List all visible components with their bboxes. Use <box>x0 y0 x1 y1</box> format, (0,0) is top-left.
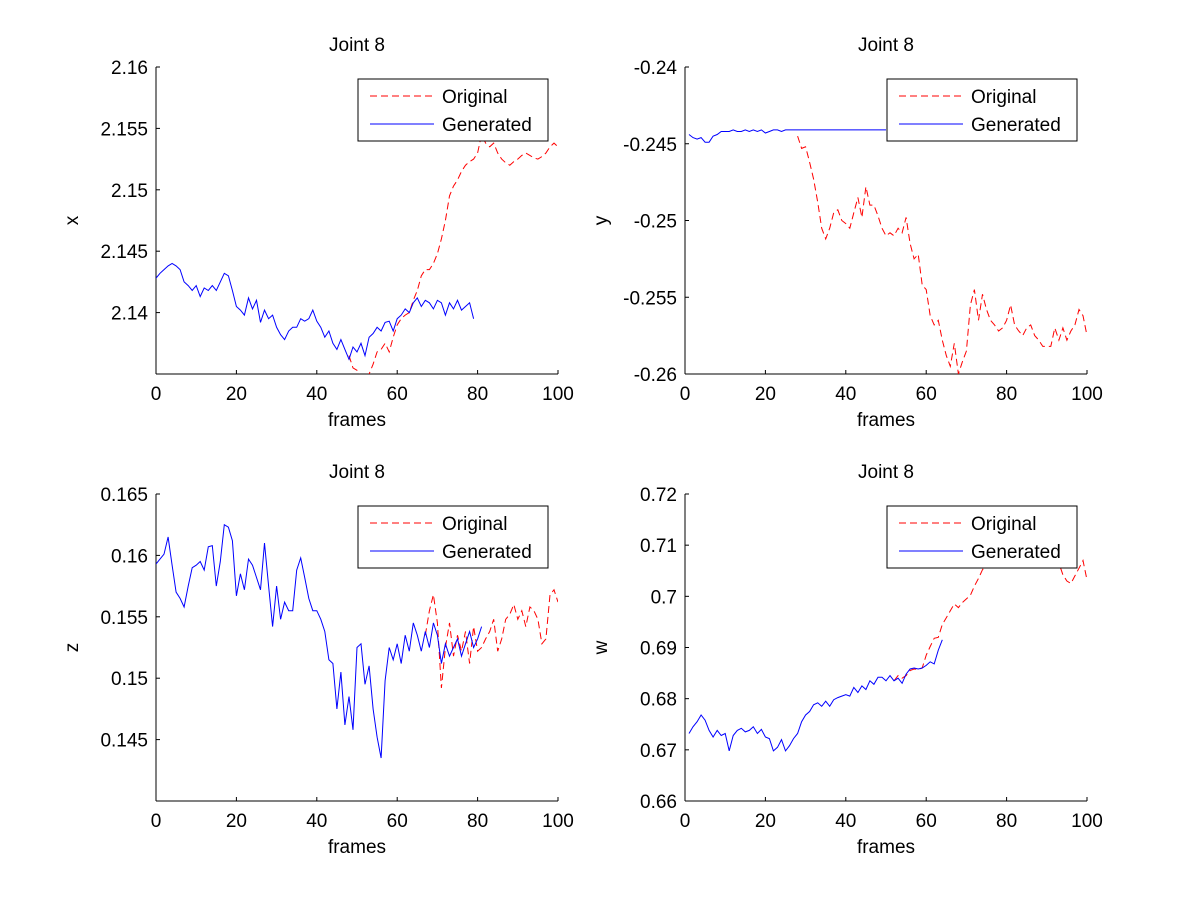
legend-label-generated: Generated <box>442 542 532 563</box>
y-tick-label: 0.67 <box>640 741 677 762</box>
x-axis-label: frames <box>857 837 915 858</box>
y-tick-label: -0.25 <box>634 212 677 233</box>
y-tick-label: 0.145 <box>100 731 148 752</box>
series-line-original <box>348 132 558 374</box>
series-line-generated <box>156 523 483 759</box>
x-tick-label: 80 <box>467 384 488 405</box>
y-tick-label: 0.71 <box>640 536 677 557</box>
x-tick-label: 0 <box>680 811 691 832</box>
y-tick-label: 2.15 <box>111 181 148 202</box>
y-tick-label: 0.165 <box>100 485 148 506</box>
y-tick-label: 2.16 <box>111 58 148 79</box>
x-tick-label: 100 <box>1071 384 1103 405</box>
x-tick-label: 80 <box>996 811 1017 832</box>
y-tick-label: -0.26 <box>634 365 677 386</box>
x-tick-label: 0 <box>680 384 691 405</box>
x-tick-label: 20 <box>226 811 247 832</box>
series-line-original <box>797 135 1087 374</box>
x-tick-label: 60 <box>916 811 937 832</box>
x-tick-label: 60 <box>387 384 408 405</box>
series-line-generated <box>156 262 475 361</box>
legend-label-generated: Generated <box>442 115 532 136</box>
legend-box <box>357 505 549 569</box>
legend-label-generated: Generated <box>971 542 1061 563</box>
x-tick-label: 60 <box>916 384 937 405</box>
chart-panel-4: 0 20 40 60 80 100 0.66 0.67 0.68 0.69 0.7 0.71 0.72 J… <box>591 462 1103 858</box>
y-tick-label: 0.68 <box>640 690 677 711</box>
chart-panel-2: 0 20 40 60 80 100 -0.26 -0.255 -0.25 -0.245 -0.24 J… <box>591 35 1103 431</box>
x-tick-label: 100 <box>542 384 574 405</box>
y-tick-label: 0.15 <box>111 669 148 690</box>
legend: Original Generated <box>886 505 1078 569</box>
x-tick-label: 100 <box>1071 811 1103 832</box>
y-tick-label: 0.66 <box>640 792 677 813</box>
x-axis-label: frames <box>857 410 915 431</box>
y-tick-label: 0.69 <box>640 639 677 660</box>
y-tick-label: 2.145 <box>100 242 148 263</box>
x-tick-label: 20 <box>755 811 776 832</box>
y-tick-label: 0.7 <box>651 587 677 608</box>
y-axis-label: w <box>591 640 612 655</box>
x-tick-label: 80 <box>996 384 1017 405</box>
legend: Original Generated <box>357 78 549 142</box>
y-tick-label: -0.255 <box>623 288 677 309</box>
y-tick-label: 2.155 <box>100 119 148 140</box>
legend: Original Generated <box>886 78 1078 142</box>
x-tick-label: 40 <box>835 811 856 832</box>
y-tick-label: 0.72 <box>640 485 677 506</box>
y-tick-label: 0.16 <box>111 546 148 567</box>
legend-label-original: Original <box>442 514 507 535</box>
x-tick-label: 40 <box>835 384 856 405</box>
series-line-generated <box>688 129 886 143</box>
x-tick-label: 100 <box>542 811 574 832</box>
x-tick-label: 0 <box>151 384 162 405</box>
legend-label-original: Original <box>971 514 1036 535</box>
x-axis-label: frames <box>328 837 386 858</box>
legend-label-original: Original <box>442 87 507 108</box>
x-tick-label: 20 <box>755 384 776 405</box>
y-tick-label: 2.14 <box>111 304 148 325</box>
legend-label-generated: Generated <box>971 115 1061 136</box>
chart-title: Joint 8 <box>858 462 914 483</box>
x-tick-label: 40 <box>306 384 327 405</box>
legend-box <box>357 78 549 142</box>
chart-panel-3: 0 20 40 60 80 100 0.145 0.15 0.155 0.16 0.165 Joint… <box>62 462 574 858</box>
y-tick-label: -0.245 <box>623 135 677 156</box>
y-tick-label: -0.24 <box>634 58 678 79</box>
y-tick-label: 0.155 <box>100 608 148 629</box>
legend-box <box>886 505 1078 569</box>
y-axis-label: y <box>591 215 612 225</box>
x-tick-label: 0 <box>151 811 162 832</box>
legend: Original Generated <box>357 505 549 569</box>
x-tick-label: 60 <box>387 811 408 832</box>
chart-title: Joint 8 <box>858 35 914 56</box>
x-axis-label: frames <box>328 410 386 431</box>
legend-box <box>886 78 1078 142</box>
legend-label-original: Original <box>971 87 1036 108</box>
chart-title: Joint 8 <box>329 35 385 56</box>
chart-title: Joint 8 <box>329 462 385 483</box>
y-axis-label: z <box>62 643 83 653</box>
series-line-original <box>424 588 558 689</box>
x-tick-label: 40 <box>306 811 327 832</box>
chart-panel-1: 0 20 40 60 80 100 2.14 2.145 2.15 2.155 2.16 Joint … <box>62 35 574 431</box>
series-line-generated <box>688 639 943 752</box>
x-tick-label: 80 <box>467 811 488 832</box>
y-axis-label: x <box>62 215 83 225</box>
x-tick-label: 20 <box>226 384 247 405</box>
